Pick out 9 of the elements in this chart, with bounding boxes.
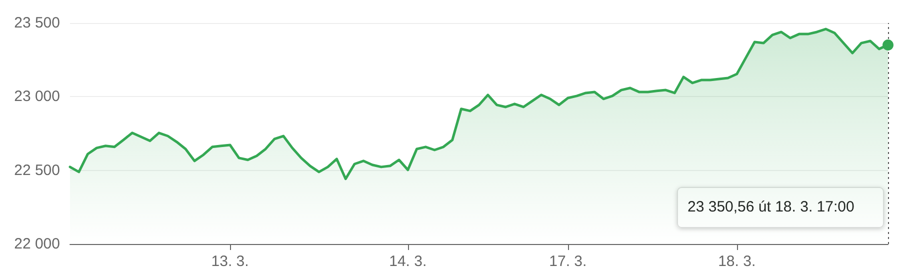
x-tick-label: 18. 3.	[718, 253, 756, 270]
annotation: 23 350,56 út 18. 3. 17:00	[688, 198, 854, 216]
y-tick-label: 22 500	[14, 162, 60, 179]
x-tick-label: 13. 3.	[211, 253, 249, 270]
y-tick-label: 23 500	[14, 14, 60, 32]
x-tick-label: 14. 3.	[389, 253, 427, 270]
y-tick-label: 23 000	[14, 88, 60, 106]
y-tick-label: 22 000	[14, 236, 60, 252]
x-tick-label: 17. 3.	[549, 253, 587, 270]
